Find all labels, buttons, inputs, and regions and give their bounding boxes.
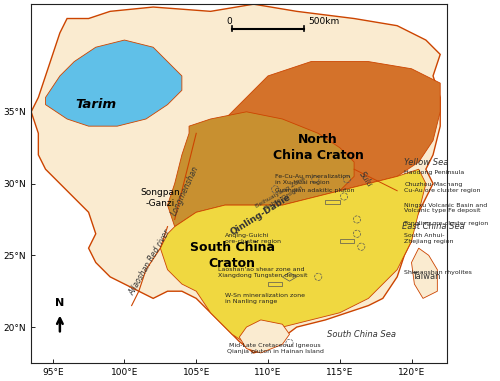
Bar — [326, 200, 340, 204]
Text: Tongling ore-cluster region: Tongling ore-cluster region — [404, 221, 488, 226]
Text: Mid-Late Cretaceous Igneous
Qianjia pluton in Hainan Island: Mid-Late Cretaceous Igneous Qianjia plut… — [226, 343, 324, 354]
Text: Beihuaiyang Zone
Dabie Orogen: Beihuaiyang Zone Dabie Orogen — [255, 176, 310, 214]
Text: Guandian adakitic pluton: Guandian adakitic pluton — [275, 188, 354, 193]
Bar — [268, 282, 282, 286]
Text: Chuzhou-Machang
Cu-Au ore cluster region: Chuzhou-Machang Cu-Au ore cluster region — [404, 182, 481, 193]
Text: Yellow Sea: Yellow Sea — [404, 157, 448, 166]
Text: Sulu: Sulu — [357, 170, 374, 189]
Text: Songpan
-Ganzi: Songpan -Ganzi — [140, 188, 180, 208]
Text: Laoshan'ao shear zone and
Xiangdong Tungsten deposit: Laoshan'ao shear zone and Xiangdong Tung… — [218, 267, 308, 278]
Text: North
China Craton: North China Craton — [273, 133, 364, 162]
Polygon shape — [160, 169, 426, 349]
Text: Taiwan: Taiwan — [412, 272, 440, 281]
Text: Haodong Peninsula: Haodong Peninsula — [404, 170, 464, 174]
Text: Anqing-Guichi
ore-cluster region: Anqing-Guichi ore-cluster region — [225, 233, 281, 243]
Text: 500km: 500km — [308, 17, 340, 26]
Text: Ailaoshan Red river: Ailaoshan Red river — [128, 228, 173, 297]
Text: W-Sn mineralization zone
in Nanling range: W-Sn mineralization zone in Nanling rang… — [225, 293, 305, 304]
Polygon shape — [412, 248, 438, 298]
Polygon shape — [240, 320, 290, 353]
Text: South Anhui-
Zhejiang region: South Anhui- Zhejiang region — [404, 233, 454, 243]
Text: Ningxu Volcanic Basin and
Volcanic type Fe deposit: Ningxu Volcanic Basin and Volcanic type … — [404, 203, 487, 213]
Text: South China Sea: South China Sea — [327, 330, 396, 339]
Text: Tarim: Tarim — [75, 98, 116, 111]
Text: N: N — [56, 298, 64, 309]
Polygon shape — [46, 40, 182, 126]
Polygon shape — [218, 62, 440, 205]
Text: Fe-Cu-Au mineralization
in Xu-Huai region: Fe-Cu-Au mineralization in Xu-Huai regio… — [275, 174, 350, 185]
Text: South China
Craton: South China Craton — [190, 241, 274, 270]
Bar — [340, 239, 354, 243]
Text: Longmenshan: Longmenshan — [170, 164, 200, 217]
Text: East China Sea: East China Sea — [402, 222, 464, 231]
Polygon shape — [168, 112, 354, 227]
Polygon shape — [31, 4, 440, 353]
Text: 0: 0 — [226, 17, 232, 26]
Text: Shimaoshan rhyolites: Shimaoshan rhyolites — [404, 270, 472, 275]
Text: Qinling-Dabie: Qinling-Dabie — [229, 193, 292, 237]
